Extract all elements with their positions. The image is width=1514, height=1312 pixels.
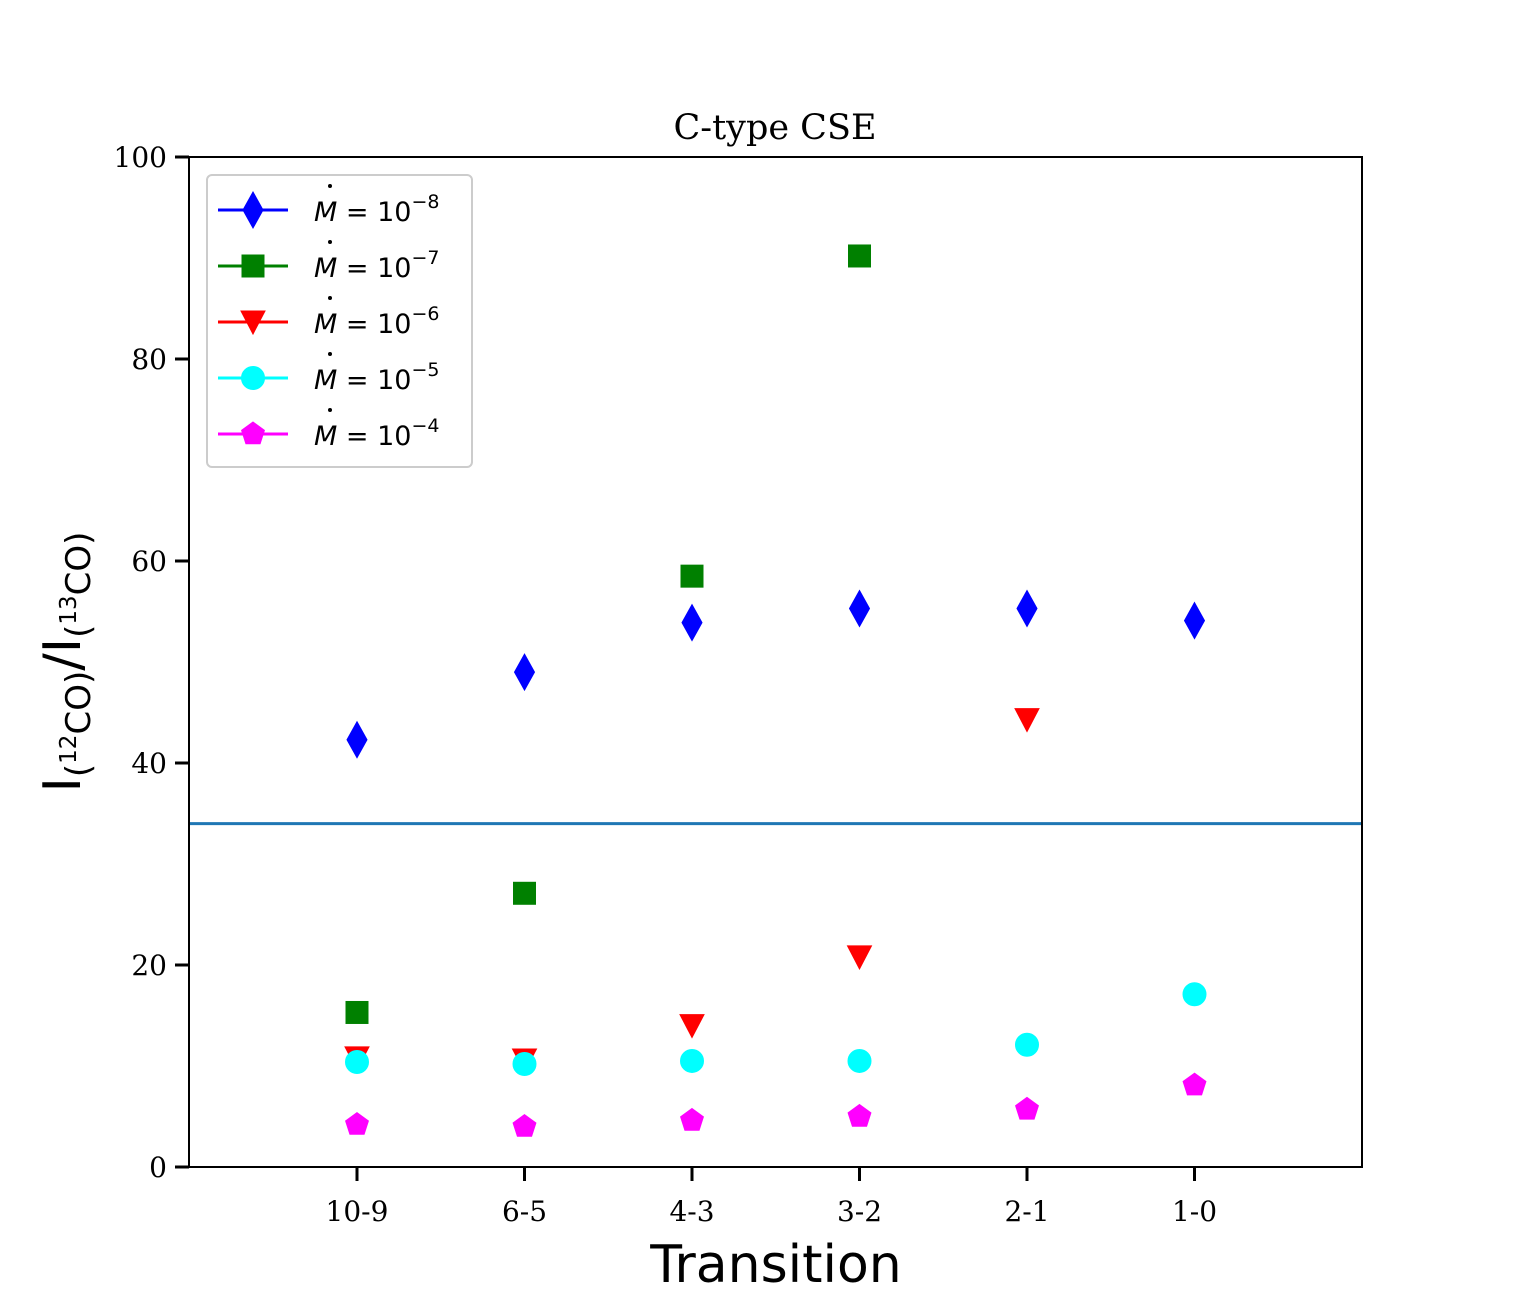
data-point xyxy=(346,720,368,759)
data-point xyxy=(1016,589,1038,628)
x-tick-label: 6-5 xyxy=(502,1195,547,1228)
y-tick-label: 60 xyxy=(131,545,167,578)
legend: M = 10−8 M = 10−7 M = 10−6 M = 10−5 M = 10−4 xyxy=(206,174,473,468)
data-point xyxy=(1183,601,1206,640)
mdot-dot xyxy=(328,296,332,300)
data-point xyxy=(513,881,536,905)
data-point xyxy=(848,589,871,628)
y-label-sup1: 12 xyxy=(56,735,82,764)
y-tick-label: 0 xyxy=(149,1151,167,1184)
legend-frame xyxy=(206,174,473,468)
data-point xyxy=(680,564,704,588)
legend-entry: M = 10−4 xyxy=(218,408,439,452)
y-label-sup2: 13 xyxy=(56,595,82,624)
y-axis-label: I(12CO)/I(13CO) xyxy=(33,532,99,793)
data-point xyxy=(680,1107,704,1131)
y-label-co1: CO) xyxy=(59,671,99,735)
legend-marker xyxy=(241,421,265,445)
legend-marker xyxy=(241,254,265,278)
legend-label: M = 10−4 xyxy=(314,415,439,452)
data-point xyxy=(513,653,536,692)
data-point xyxy=(848,244,871,268)
y-tick-label: 20 xyxy=(131,949,167,982)
legend-entry: M = 10−5 xyxy=(218,352,439,396)
y-tick-label: 100 xyxy=(114,141,167,174)
x-tick-label: 2-1 xyxy=(1004,1195,1049,1228)
data-point xyxy=(679,1014,705,1039)
data-point xyxy=(1015,1096,1039,1120)
x-tick-label: 10-9 xyxy=(326,1195,389,1228)
data-point xyxy=(1014,708,1040,733)
y-label-open2: ( xyxy=(59,625,99,638)
y-label-slash: / xyxy=(33,653,93,671)
x-tick-label: 3-2 xyxy=(837,1195,882,1228)
series-pentagon xyxy=(345,1072,1207,1137)
data-point xyxy=(512,1051,537,1076)
y-label-open1: ( xyxy=(59,764,99,777)
legend-marker xyxy=(241,366,265,390)
series-square xyxy=(345,244,871,1024)
y-tick-label: 80 xyxy=(131,343,167,376)
legend-label: M = 10−5 xyxy=(314,359,439,396)
x-tick-label: 1-0 xyxy=(1172,1195,1217,1228)
y-label-i2: I xyxy=(33,638,93,653)
data-point xyxy=(846,945,873,971)
data-point xyxy=(1182,982,1207,1007)
legend-marker xyxy=(240,310,266,336)
legend-entry: M = 10−8 xyxy=(218,184,439,230)
plot-area xyxy=(189,244,1362,1137)
data-point xyxy=(1182,1072,1207,1096)
chart-title: C-type CSE xyxy=(674,108,877,148)
y-label-co2: CO) xyxy=(59,532,99,596)
mdot-dot xyxy=(328,240,332,244)
data-point xyxy=(681,603,703,642)
legend-label: M = 10−7 xyxy=(314,247,439,284)
x-tick-label: 4-3 xyxy=(669,1195,714,1228)
data-point xyxy=(345,1111,369,1135)
data-point xyxy=(847,1048,872,1073)
data-point xyxy=(512,1113,537,1137)
y-label-i1: I xyxy=(33,777,93,792)
mdot-dot xyxy=(328,352,332,356)
data-point xyxy=(680,1048,704,1073)
legend-label: M = 10−6 xyxy=(314,303,439,340)
mdot-dot xyxy=(328,184,332,188)
data-point xyxy=(847,1103,872,1127)
legend-entry: M = 10−7 xyxy=(218,240,439,284)
mdot-dot xyxy=(328,408,332,412)
legend-marker xyxy=(242,190,264,230)
series-diamond xyxy=(346,589,1206,759)
plot-frame xyxy=(188,156,1363,1168)
data-point xyxy=(345,1000,369,1024)
axes xyxy=(188,156,1363,1168)
y-tick-label: 40 xyxy=(131,747,167,780)
data-point xyxy=(1015,1032,1039,1057)
ticks: 0 20 40 60 80 100 10-9 6-5 4-3 3-2 2-1 1-0 xyxy=(114,141,1218,1228)
legend-entry: M = 10−6 xyxy=(218,296,439,340)
series-circle xyxy=(345,982,1207,1076)
data-point xyxy=(345,1049,369,1074)
legend-label: M = 10−8 xyxy=(314,191,439,228)
x-axis-label: Transition xyxy=(649,1235,901,1295)
